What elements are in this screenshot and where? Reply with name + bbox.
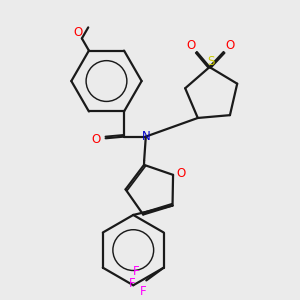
- Text: S: S: [208, 55, 215, 68]
- Text: O: O: [177, 167, 186, 180]
- Text: O: O: [73, 26, 83, 39]
- Text: N: N: [141, 130, 150, 143]
- Text: F: F: [140, 285, 146, 298]
- Text: O: O: [186, 40, 195, 52]
- Text: F: F: [129, 277, 136, 290]
- Text: O: O: [225, 40, 234, 52]
- Text: F: F: [133, 265, 140, 278]
- Text: O: O: [92, 134, 101, 146]
